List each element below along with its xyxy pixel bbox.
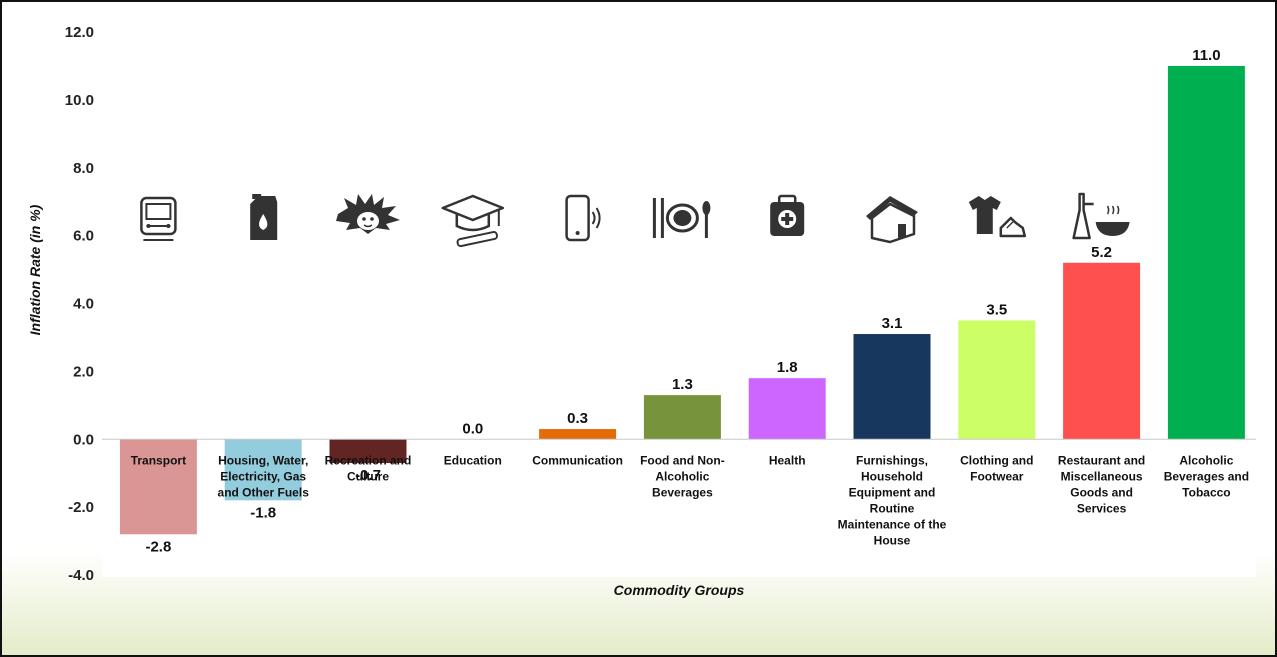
dining-icon [652,198,711,238]
value-label: 5.2 [1091,244,1112,261]
fuel-can-icon [250,194,278,240]
bar [643,395,721,440]
clothing-icon [968,196,1027,238]
value-label: -2.8 [145,538,171,555]
category-label: Communication [532,453,623,467]
bar [853,334,931,440]
value-label: 3.5 [986,301,1007,318]
bar [329,439,407,464]
mask-icon [336,194,400,234]
category-label: Education [444,453,502,467]
category-label: Furnishings, Household Equipment and Routin… [838,453,947,547]
value-label: 1.8 [777,359,798,376]
category-label: Food and Non-Alcoholic Beverages [640,453,725,499]
y-axis-title: Inflation Rate (in %) [27,204,43,335]
category-label: Transport [131,453,186,467]
value-label: -1.8 [250,504,276,521]
value-label: 3.1 [882,315,903,332]
category-label: Recreation and Culture [325,453,412,483]
category-icons [140,192,1226,248]
value-label: 11.0 [1192,47,1220,64]
category-label: Alcoholic Beverages and Tobacco [1164,453,1249,499]
y-tick-label: -2.0 [68,499,94,516]
value-label: 1.3 [672,376,693,393]
x-axis-title: Commodity Groups [614,582,745,598]
y-tick-label: 8.0 [73,160,94,177]
bar [1063,262,1141,440]
bar [539,429,617,440]
value-label: -0.7 [355,467,381,484]
house-icon [866,196,918,244]
mobile-phone-icon [565,194,601,242]
bars [119,65,1245,535]
value-label: 0.3 [567,410,588,427]
y-tick-label: 6.0 [73,228,94,245]
y-tick-label: 2.0 [73,363,94,380]
y-tick-label: 10.0 [65,92,94,109]
first-aid-kit-icon [770,194,805,236]
y-tick-label: -4.0 [68,567,94,584]
value-label: 0.0 [462,420,483,437]
y-tick-label: 0.0 [73,431,94,448]
category-label: Health [769,453,806,467]
bar [119,439,197,535]
y-axis-ticks: -4.0 -2.0 0.0 2.0 4.0 6.0 8.0 10.0 12.0 [65,24,94,584]
category-label: Housing, Water, Electricity, Gas and Other… [218,453,310,499]
train-icon [140,196,177,241]
value-labels: -2.8 -1.8 -0.7 0.0 0.3 1.3 1.8 3.1 3.5 5.2 11.0 [145,47,1220,555]
bar [224,439,302,501]
category-labels: Transport Housing, Water, Electricity, Gas… [131,453,1249,547]
y-tick-label: 4.0 [73,296,94,313]
restaurant-icon [1072,192,1130,240]
bar [958,320,1036,440]
graduation-cap-icon [441,194,505,248]
y-tick-label: 12.0 [65,24,94,41]
category-label: Restaurant and Miscellaneous Goods and Serv… [1058,453,1145,515]
bar [1167,65,1245,440]
category-label: Clothing and Footwear [960,453,1033,483]
bar [748,378,826,440]
